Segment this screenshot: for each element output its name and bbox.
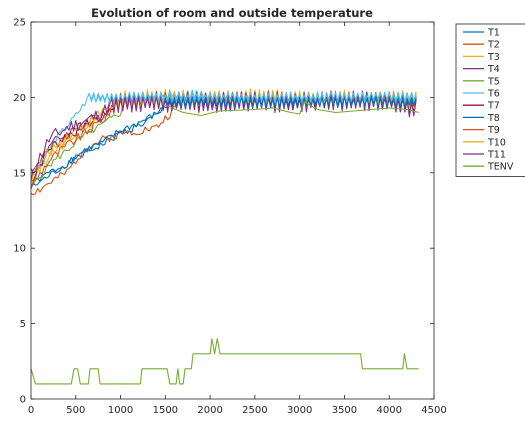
legend-label-tenv: TENV xyxy=(487,162,514,173)
x-tick-label: 3500 xyxy=(332,405,357,416)
series-line-t1 xyxy=(31,95,417,186)
series-line-tenv xyxy=(30,338,419,385)
x-tick-label: 4500 xyxy=(421,405,446,416)
series-line-t6 xyxy=(30,89,417,183)
series-line-t2 xyxy=(30,92,417,196)
legend-label-t9: T9 xyxy=(487,125,500,136)
series-line-t3 xyxy=(30,89,417,184)
series-line-t11 xyxy=(30,90,417,174)
y-tick-label: 5 xyxy=(20,319,26,330)
y-tick-label: 10 xyxy=(13,244,26,255)
x-tick-label: 2000 xyxy=(197,405,222,416)
series-overlay-tenv xyxy=(165,101,419,117)
series-line-t8 xyxy=(30,94,417,189)
y-tick-label: 0 xyxy=(20,395,26,406)
chart-title: Evolution of room and outside temperatur… xyxy=(91,6,373,20)
x-tick-label: 1500 xyxy=(153,405,178,416)
series-overlay-t1 xyxy=(164,96,417,108)
x-tick-label: 2500 xyxy=(242,405,267,416)
legend-label-t8: T8 xyxy=(487,113,500,124)
series-layer xyxy=(30,88,419,385)
legend-label-t3: T3 xyxy=(487,52,500,63)
legend-label-t5: T5 xyxy=(487,76,500,87)
series-line-t10 xyxy=(30,88,417,185)
series-line-t7 xyxy=(30,91,417,182)
y-tick-label: 15 xyxy=(13,168,26,179)
legend-label-t2: T2 xyxy=(487,40,500,51)
legend-box xyxy=(455,23,525,177)
series-overlay-t6 xyxy=(88,91,417,104)
x-tick-label: 0 xyxy=(28,405,34,416)
y-tick-label: 20 xyxy=(13,93,26,104)
x-tick-label: 3000 xyxy=(287,405,312,416)
series-line-t5 xyxy=(30,94,417,186)
y-tick-label: 25 xyxy=(13,18,26,29)
x-tick-label: 1000 xyxy=(108,405,133,416)
series-line-t4 xyxy=(30,92,417,181)
plot-frame xyxy=(30,21,435,400)
legend-label-t10: T10 xyxy=(487,137,506,148)
series-line-t9 xyxy=(30,90,417,190)
x-tick-label: 4000 xyxy=(376,405,401,416)
legend-label-t4: T4 xyxy=(487,64,500,75)
axis-ticks: 0 500 1000 1500 2000 2500 3000 3500 4000 4500 0 5 10… xyxy=(13,18,446,417)
legend-label-t1: T1 xyxy=(487,28,500,39)
legend-label-t11: T11 xyxy=(487,150,506,161)
x-tick-label: 500 xyxy=(66,405,85,416)
legend-label-t7: T7 xyxy=(487,101,500,112)
legend-label-t6: T6 xyxy=(487,89,500,100)
